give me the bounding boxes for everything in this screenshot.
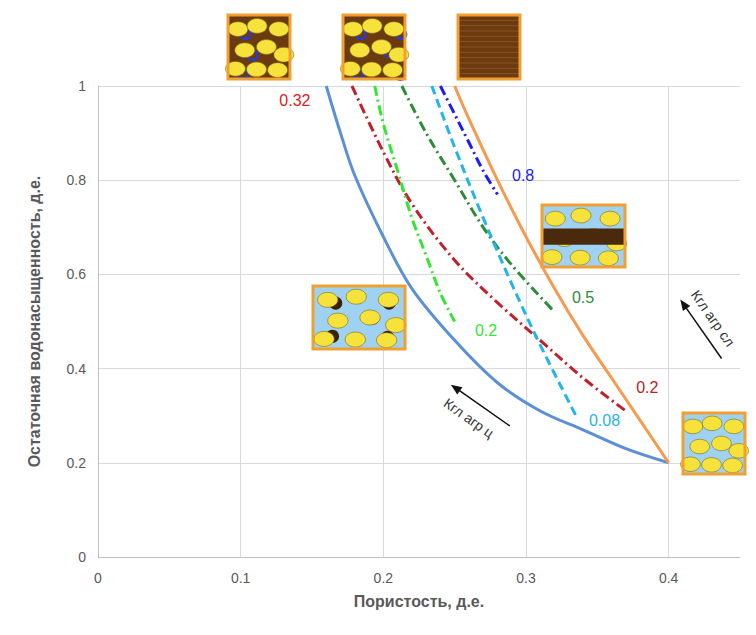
- svg-text:0.5: 0.5: [572, 289, 594, 306]
- svg-text:0.4: 0.4: [67, 361, 87, 377]
- svg-text:Кгл агр сл: Кгл агр сл: [688, 287, 738, 349]
- svg-text:1: 1: [78, 78, 86, 94]
- svg-text:0.2: 0.2: [374, 570, 394, 586]
- svg-text:0.4: 0.4: [659, 570, 679, 586]
- svg-text:0.8: 0.8: [67, 172, 87, 188]
- svg-text:0.2: 0.2: [475, 322, 497, 339]
- svg-text:Остаточная водонасыщенность, д: Остаточная водонасыщенность, д.е.: [26, 176, 43, 468]
- svg-text:Кгл агр ц: Кгл агр ц: [441, 395, 497, 441]
- svg-text:0.1: 0.1: [231, 570, 251, 586]
- svg-text:0.3: 0.3: [516, 570, 536, 586]
- svg-text:Пористость, д.е.: Пористость, д.е.: [354, 593, 484, 610]
- svg-text:0: 0: [94, 570, 102, 586]
- svg-text:0.8: 0.8: [512, 167, 534, 184]
- svg-text:0.6: 0.6: [67, 266, 87, 282]
- svg-text:0.32: 0.32: [279, 92, 310, 109]
- svg-text:0.08: 0.08: [589, 412, 620, 429]
- svg-text:0.2: 0.2: [636, 379, 658, 396]
- svg-text:0: 0: [78, 549, 86, 565]
- svg-text:0.2: 0.2: [67, 455, 87, 471]
